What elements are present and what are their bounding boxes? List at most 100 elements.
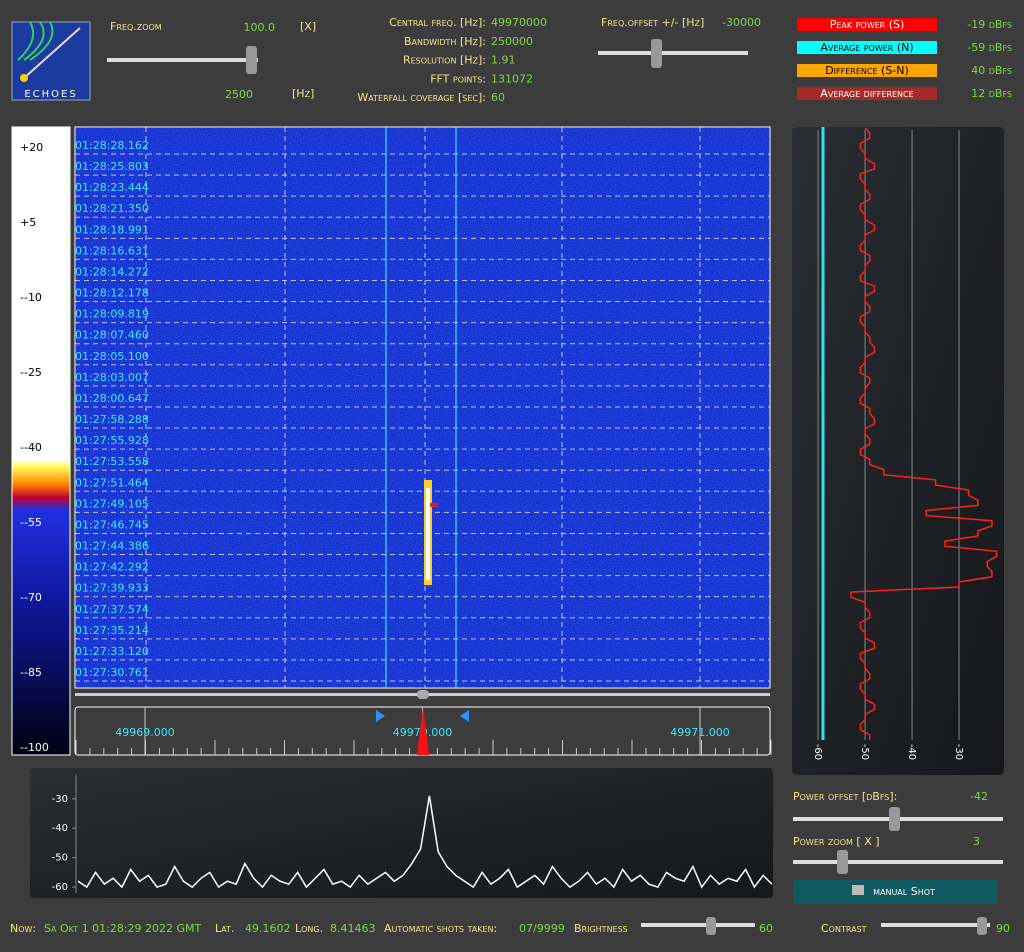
unit: [Hz] <box>292 87 314 100</box>
y-tick-label: -40 <box>52 823 68 834</box>
label: Freq.offset +/- [Hz] <box>601 16 704 29</box>
level-value: -19 dBfs <box>967 18 1012 31</box>
scale-label: --70 <box>20 591 42 604</box>
timestamp: 01:27:33.120 <box>75 645 149 658</box>
x-tick-label: -40 <box>906 744 917 760</box>
value: -42 <box>970 790 988 803</box>
value: 3 <box>973 835 980 848</box>
y-tick-label: -50 <box>52 853 68 864</box>
scale-label: --40 <box>20 441 42 454</box>
slider-track <box>881 923 990 927</box>
level-value: 12 dBfs <box>971 87 1012 100</box>
value: 2500 <box>225 88 253 101</box>
timestamp: 01:28:05.100 <box>75 350 149 363</box>
timestamp: 01:28:23.444 <box>75 181 149 194</box>
info-label: Resolution [Hz]: <box>403 54 486 67</box>
timestamp: 01:27:30.761 <box>75 666 149 679</box>
scale-label: --85 <box>20 666 42 679</box>
timestamp: 01:27:46.745 <box>75 518 149 531</box>
info-value: 60 <box>491 91 505 104</box>
timestamp: 01:27:51.464 <box>75 476 149 489</box>
timestamp: 01:28:00.647 <box>75 392 149 405</box>
value: 49.1602 <box>245 922 291 935</box>
scroll-thumb[interactable] <box>417 690 429 699</box>
freq-label: 49969.000 <box>115 726 175 739</box>
timestamp: 01:27:42.292 <box>75 561 149 574</box>
level-swatch <box>797 18 937 31</box>
slider-thumb[interactable] <box>706 917 716 935</box>
slider-thumb[interactable] <box>889 807 900 831</box>
info-label: Bandwidth [Hz]: <box>404 35 486 48</box>
band-arrow[interactable] <box>460 710 469 722</box>
waterfall-noise <box>75 127 770 688</box>
x-tick-label: -50 <box>859 744 870 760</box>
timestamp: 01:28:16.631 <box>75 244 149 257</box>
timestamp: 01:28:07.460 <box>75 329 149 342</box>
scale-label: +20 <box>20 141 43 154</box>
label: Contrast <box>821 922 867 935</box>
echo-spot <box>430 503 438 507</box>
slider-track <box>793 860 1003 864</box>
value: 90 <box>996 922 1010 935</box>
x-tick-label: -30 <box>953 744 964 760</box>
label: Power offset [dBfs]: <box>793 790 897 803</box>
timestamp: 01:28:28.162 <box>75 139 149 152</box>
info-value: 1.91 <box>491 54 516 67</box>
logo-streak <box>23 27 81 79</box>
camera-icon <box>852 885 864 895</box>
label: Long. <box>295 922 323 935</box>
button-label: manual Shot <box>873 885 935 898</box>
value: -30000 <box>722 16 761 29</box>
timestamp: 01:27:58.288 <box>75 413 149 426</box>
manual-shot-button[interactable] <box>793 880 998 904</box>
timestamp: 01:28:18.991 <box>75 223 149 236</box>
logo-text: ECHOES <box>24 89 77 100</box>
timestamp: 01:27:37.574 <box>75 603 149 616</box>
info-label: FFT points: <box>430 72 486 85</box>
scale-label: --25 <box>20 366 42 379</box>
slider-thumb[interactable] <box>977 917 987 935</box>
spectrum-panel <box>30 768 773 898</box>
value: 8.41463 <box>330 922 376 935</box>
info-value: 250000 <box>491 35 533 48</box>
timestamp: 01:27:55.928 <box>75 434 149 447</box>
level-value: 40 dBfs <box>971 64 1012 77</box>
scale-label: --55 <box>20 516 42 529</box>
label: Power zoom [ X ] <box>793 835 880 848</box>
power-trace <box>850 127 998 740</box>
timestamp: 01:28:14.272 <box>75 265 149 278</box>
logo-waves <box>17 21 54 61</box>
band-arrow[interactable] <box>376 710 385 722</box>
x-tick-label: -60 <box>812 744 823 760</box>
level-label: Difference (S-N) <box>825 64 909 77</box>
slider-track <box>641 923 755 927</box>
spectrum-trace <box>77 795 773 889</box>
slider-thumb[interactable] <box>837 850 848 874</box>
level-value: -59 dBfs <box>967 41 1012 54</box>
timestamp: 01:28:12.178 <box>75 287 149 300</box>
slider-thumb[interactable] <box>246 46 257 74</box>
level-label: Peak power (S) <box>830 18 905 31</box>
level-swatch <box>797 64 937 77</box>
timestamp: 01:27:49.105 <box>75 497 149 510</box>
slider-thumb[interactable] <box>651 39 662 68</box>
label: Now: <box>10 922 36 935</box>
logo-meteor <box>20 74 28 82</box>
info-label: Central freq. [Hz]: <box>389 16 486 29</box>
label: Freq.zoom <box>110 20 162 33</box>
timestamp: 01:27:39.933 <box>75 582 149 595</box>
waterfall-grid: 01:28:28.162 01:28:25.803 01:28:23.444 01:2… <box>75 127 770 688</box>
label: Brightness <box>574 922 628 935</box>
power-graph <box>792 127 1004 775</box>
color-scale <box>11 126 71 756</box>
timestamp: 01:28:09.819 <box>75 308 149 321</box>
slider-track <box>598 51 748 55</box>
level-swatch <box>797 41 937 54</box>
value: 100.0 <box>244 21 276 34</box>
tuning-marker <box>417 707 429 755</box>
freq-label: 49971.000 <box>670 726 730 739</box>
scale-label: +5 <box>20 216 36 229</box>
timestamp: 01:27:35.214 <box>75 624 149 637</box>
label: Lat. <box>215 922 234 935</box>
